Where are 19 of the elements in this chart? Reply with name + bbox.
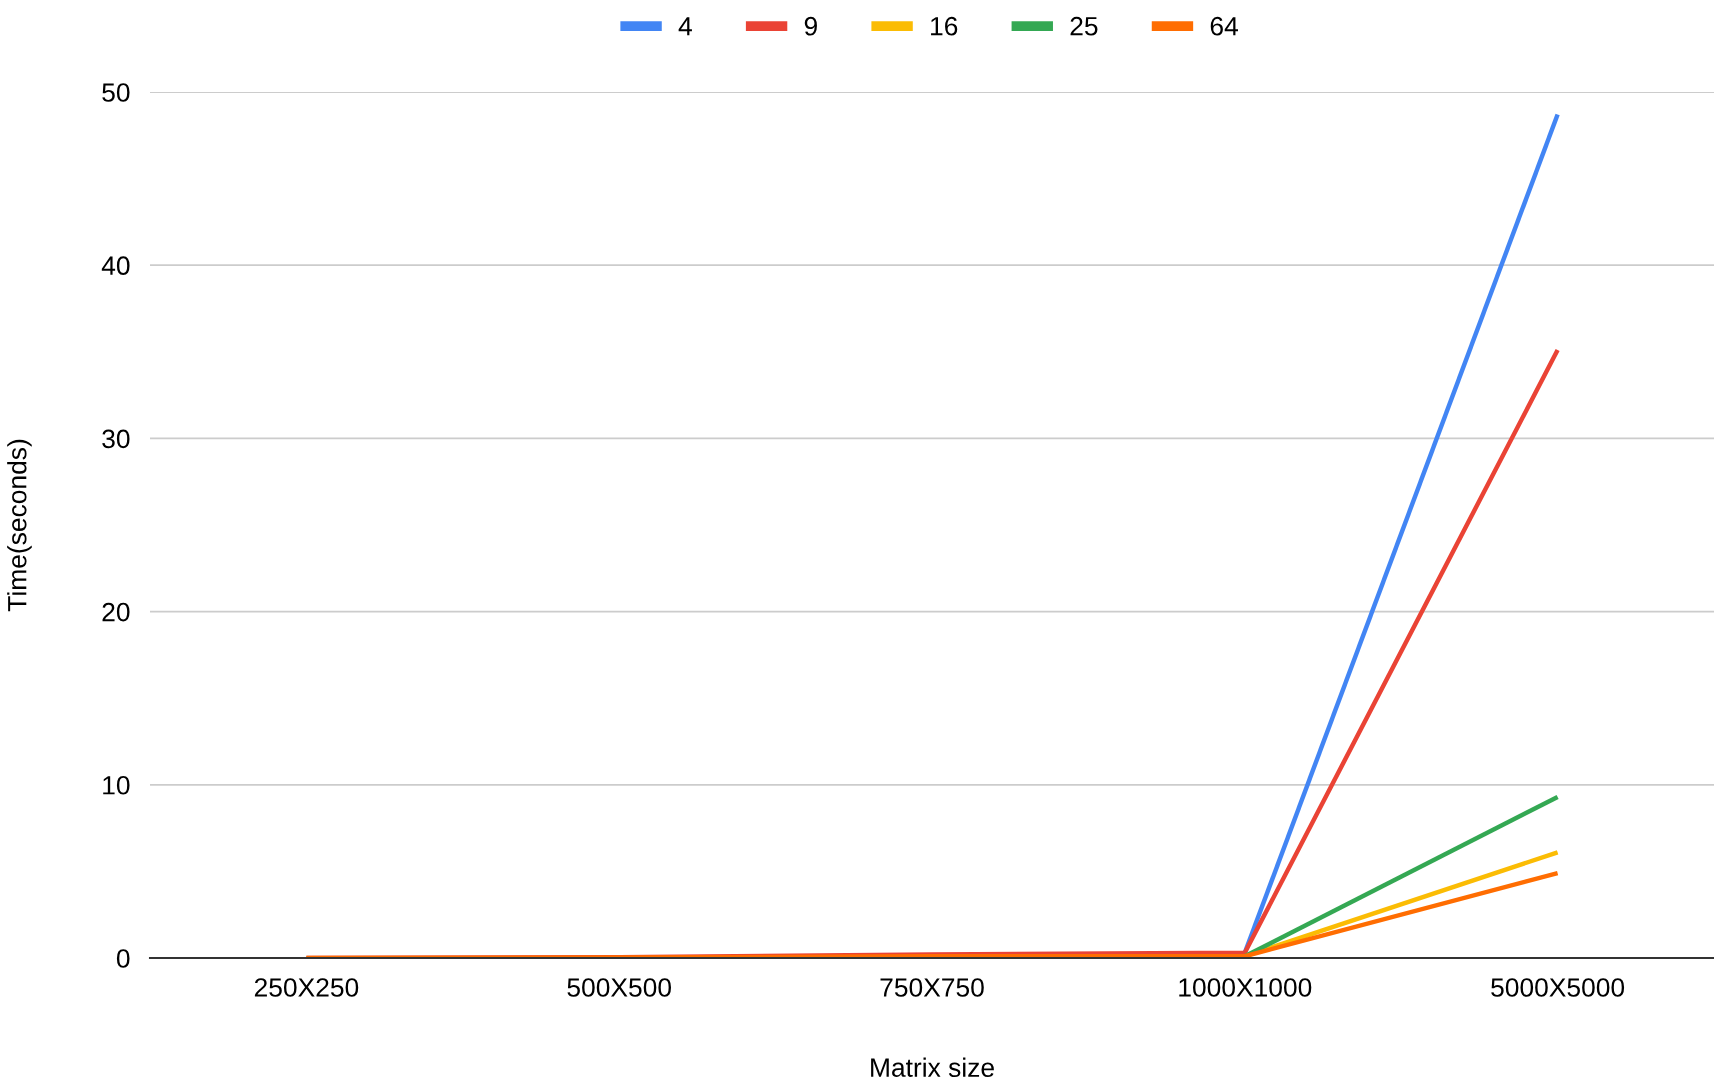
legend-label: 25 [1070, 16, 1098, 36]
y-tick-label: 0 [116, 949, 130, 968]
legend-label: 4 [678, 17, 692, 36]
x-tick-label: 500X500 [567, 978, 671, 997]
y-tick-label: 30 [102, 429, 130, 449]
legend-label: 64 [1210, 16, 1238, 36]
y-tick-label: 40 [101, 256, 130, 276]
y-axis-title: Time(seconds) [7, 439, 32, 612]
x-tick-label: 250X250 [254, 978, 359, 997]
x-tick-label: 5000X5000 [1491, 978, 1625, 997]
y-tick-label: 20 [102, 602, 130, 622]
x-axis-title: Matrix size [871, 1057, 994, 1077]
y-tick-label: 10 [103, 775, 130, 795]
line-series [304, 870, 1560, 958]
y-tick-label: 50 [102, 83, 130, 102]
x-tick-label: 1000X1000 [1179, 978, 1312, 997]
legend-label: 16 [931, 16, 958, 36]
legend-label: 9 [804, 16, 817, 36]
x-tick-label: 750X750 [880, 978, 984, 997]
